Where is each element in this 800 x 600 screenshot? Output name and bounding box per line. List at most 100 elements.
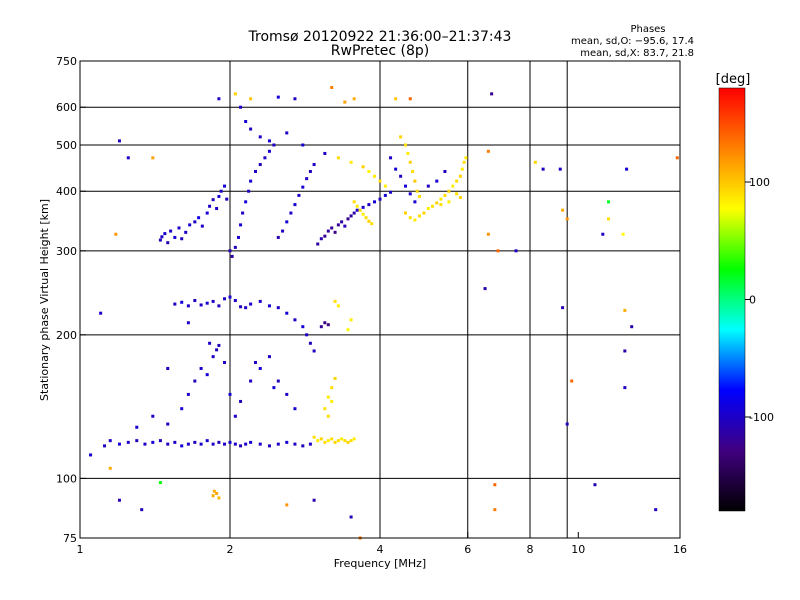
data-point xyxy=(533,160,537,164)
data-point xyxy=(439,197,443,201)
data-point xyxy=(180,444,184,448)
data-point xyxy=(323,151,327,155)
data-point xyxy=(443,193,447,197)
data-point xyxy=(316,242,320,246)
data-point xyxy=(323,321,327,325)
colorbar-label: [deg] xyxy=(716,72,751,87)
data-point xyxy=(439,203,443,207)
data-point xyxy=(169,229,173,233)
phases-line-o: mean, sd,O: −95.6, 17.4 xyxy=(571,36,694,47)
y-tick-label: 600 xyxy=(56,101,77,114)
data-point xyxy=(336,304,340,308)
data-point xyxy=(496,249,500,253)
data-point xyxy=(103,444,107,448)
data-point xyxy=(483,287,487,291)
colorbar-tick-label: -100 xyxy=(749,411,774,424)
data-point xyxy=(223,360,227,364)
data-point xyxy=(367,169,371,173)
data-point xyxy=(197,216,201,220)
data-point xyxy=(193,440,197,444)
x-tick-label: 8 xyxy=(527,543,534,556)
data-point xyxy=(333,440,337,444)
data-point xyxy=(108,439,112,443)
data-point xyxy=(326,395,330,399)
data-point xyxy=(258,442,262,446)
data-point xyxy=(389,156,393,160)
y-tick-label: 300 xyxy=(56,245,77,258)
data-point xyxy=(312,435,316,439)
data-point xyxy=(623,386,627,390)
data-point xyxy=(464,156,468,160)
x-tick-label: 10 xyxy=(571,543,585,556)
data-point xyxy=(126,440,130,444)
data-points xyxy=(89,85,679,540)
data-point xyxy=(258,163,262,167)
data-point xyxy=(422,211,426,215)
data-point xyxy=(285,503,289,507)
data-point xyxy=(211,198,215,202)
data-point xyxy=(215,348,219,352)
data-point xyxy=(378,197,382,201)
data-point xyxy=(570,379,574,383)
data-point xyxy=(285,220,289,224)
data-point xyxy=(199,442,203,446)
data-point xyxy=(319,437,323,441)
data-point xyxy=(223,297,227,301)
data-point xyxy=(117,442,121,446)
data-point xyxy=(490,92,494,96)
data-point xyxy=(301,444,305,448)
data-point xyxy=(228,295,232,299)
data-point xyxy=(630,325,634,329)
data-point xyxy=(289,211,293,215)
data-point xyxy=(166,442,170,446)
data-point xyxy=(217,304,221,308)
data-point xyxy=(625,167,629,171)
data-point xyxy=(383,193,387,197)
data-point xyxy=(177,226,181,230)
data-point xyxy=(352,211,356,215)
data-point xyxy=(89,453,93,457)
y-axis-label: Stationary phase Virtual Height [km] xyxy=(38,199,51,401)
data-point xyxy=(458,174,462,178)
data-point xyxy=(301,185,305,189)
data-point xyxy=(293,203,297,207)
data-point xyxy=(114,232,118,236)
y-tick-label: 100 xyxy=(56,472,77,485)
data-point xyxy=(399,135,403,139)
colorbar-tick-label: 0 xyxy=(749,294,756,307)
data-point xyxy=(285,131,289,135)
data-point xyxy=(355,208,359,212)
data-point xyxy=(394,97,398,101)
data-point xyxy=(276,235,280,239)
data-point xyxy=(308,341,312,345)
data-point xyxy=(621,232,625,236)
data-point xyxy=(233,92,237,96)
data-point xyxy=(267,139,271,143)
data-point xyxy=(267,355,271,359)
data-point xyxy=(228,392,232,396)
data-point xyxy=(330,386,334,390)
data-point xyxy=(244,306,248,310)
data-point xyxy=(493,483,497,487)
data-point xyxy=(186,321,190,325)
data-point xyxy=(378,179,382,183)
data-point xyxy=(352,200,356,204)
data-point xyxy=(343,100,347,104)
data-point xyxy=(158,439,162,443)
data-point xyxy=(373,200,377,204)
data-point xyxy=(219,189,223,193)
data-point xyxy=(308,442,312,446)
data-point xyxy=(258,366,262,370)
data-point xyxy=(253,360,257,364)
data-point xyxy=(364,216,368,220)
data-point xyxy=(308,169,312,173)
data-point xyxy=(349,515,353,519)
data-point xyxy=(217,343,221,347)
data-point xyxy=(403,143,407,147)
data-point xyxy=(217,97,221,101)
data-point xyxy=(193,220,197,224)
data-point xyxy=(349,318,353,322)
data-point xyxy=(408,97,412,101)
data-point xyxy=(293,442,297,446)
